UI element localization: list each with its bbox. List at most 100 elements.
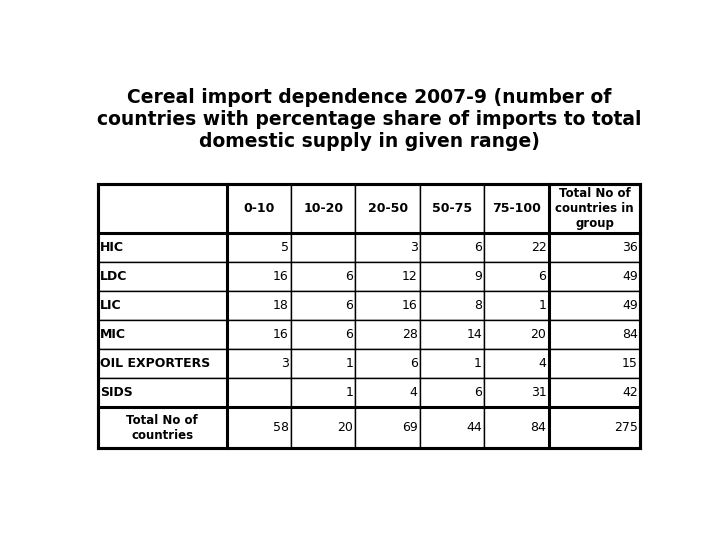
Bar (98, 407, 227, 448)
Text: 4: 4 (410, 386, 418, 399)
Text: 6: 6 (345, 299, 353, 312)
Text: 20: 20 (337, 421, 353, 434)
Bar (549, 291, 640, 320)
Text: 5: 5 (281, 241, 289, 254)
Text: 16: 16 (273, 270, 289, 283)
Bar (549, 349, 640, 379)
Bar (291, 407, 356, 448)
Bar (356, 407, 420, 448)
Text: 6: 6 (474, 386, 482, 399)
Bar (420, 184, 485, 233)
Bar (291, 320, 356, 349)
Bar (549, 379, 640, 407)
Bar (356, 320, 420, 349)
Text: 10-20: 10-20 (303, 202, 343, 215)
Bar (291, 184, 356, 233)
Bar (485, 233, 549, 262)
Text: 44: 44 (467, 421, 482, 434)
Bar (485, 379, 549, 407)
Bar (420, 233, 485, 262)
Text: 22: 22 (531, 241, 546, 254)
Text: Total No of
countries in
group: Total No of countries in group (555, 187, 634, 230)
Bar (291, 262, 356, 291)
Text: 42: 42 (622, 386, 638, 399)
Bar (485, 349, 549, 379)
Text: 6: 6 (474, 241, 482, 254)
Bar (227, 291, 291, 320)
Bar (356, 349, 420, 379)
Text: 31: 31 (531, 386, 546, 399)
Text: 28: 28 (402, 328, 418, 341)
Text: Total No of
countries: Total No of countries (126, 414, 198, 442)
Bar (98, 184, 227, 233)
Bar (549, 233, 640, 262)
Bar (98, 379, 227, 407)
Text: 8: 8 (474, 299, 482, 312)
Text: OIL EXPORTERS: OIL EXPORTERS (100, 357, 210, 370)
Text: 1: 1 (345, 386, 353, 399)
Text: 12: 12 (402, 270, 418, 283)
Text: 3: 3 (410, 241, 418, 254)
Text: 1: 1 (539, 299, 546, 312)
Bar (485, 320, 549, 349)
Bar (227, 407, 291, 448)
Bar (356, 262, 420, 291)
Bar (420, 407, 485, 448)
Text: 1: 1 (345, 357, 353, 370)
Bar (227, 262, 291, 291)
Text: 49: 49 (622, 270, 638, 283)
Bar (227, 184, 291, 233)
Bar (420, 379, 485, 407)
Bar (98, 233, 227, 262)
Text: 50-75: 50-75 (432, 202, 472, 215)
Bar (485, 291, 549, 320)
Text: 84: 84 (622, 328, 638, 341)
Text: 14: 14 (467, 328, 482, 341)
Text: 20: 20 (531, 328, 546, 341)
Text: 69: 69 (402, 421, 418, 434)
Bar (420, 320, 485, 349)
Text: 4: 4 (539, 357, 546, 370)
Text: 49: 49 (622, 299, 638, 312)
Bar (420, 262, 485, 291)
Bar (420, 349, 485, 379)
Bar (485, 407, 549, 448)
Text: 6: 6 (410, 357, 418, 370)
Text: SIDS: SIDS (100, 386, 132, 399)
Bar (549, 407, 640, 448)
Text: 84: 84 (531, 421, 546, 434)
Bar (291, 233, 356, 262)
Bar (549, 320, 640, 349)
Bar (98, 349, 227, 379)
Text: LIC: LIC (100, 299, 122, 312)
Text: 275: 275 (614, 421, 638, 434)
Text: 58: 58 (273, 421, 289, 434)
Bar (227, 349, 291, 379)
Bar (98, 262, 227, 291)
Bar (356, 233, 420, 262)
Bar (227, 320, 291, 349)
Text: 20-50: 20-50 (368, 202, 408, 215)
Text: HIC: HIC (100, 241, 124, 254)
Bar (291, 379, 356, 407)
Text: 6: 6 (539, 270, 546, 283)
Bar (356, 379, 420, 407)
Text: 36: 36 (622, 241, 638, 254)
Text: Cereal import dependence 2007-9 (number of
countries with percentage share of im: Cereal import dependence 2007-9 (number … (96, 88, 642, 151)
Bar (485, 262, 549, 291)
Bar (227, 379, 291, 407)
Bar (291, 349, 356, 379)
Bar (227, 233, 291, 262)
Text: 0-10: 0-10 (243, 202, 274, 215)
Text: LDC: LDC (100, 270, 127, 283)
Bar (98, 320, 227, 349)
Text: 15: 15 (622, 357, 638, 370)
Text: 75-100: 75-100 (492, 202, 541, 215)
Text: 9: 9 (474, 270, 482, 283)
Text: 1: 1 (474, 357, 482, 370)
Bar (98, 291, 227, 320)
Text: 18: 18 (273, 299, 289, 312)
Text: 3: 3 (281, 357, 289, 370)
Bar (291, 291, 356, 320)
Bar (549, 184, 640, 233)
